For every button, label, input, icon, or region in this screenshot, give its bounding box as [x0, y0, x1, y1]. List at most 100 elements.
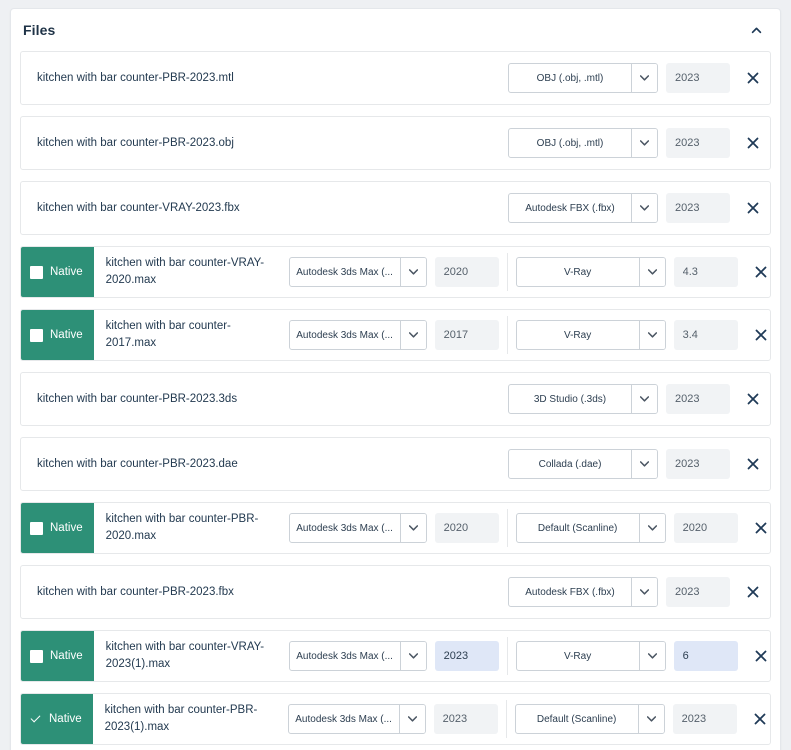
- row-spacer: [378, 182, 508, 234]
- format-year-input[interactable]: [666, 128, 731, 158]
- checkbox-icon: [30, 521, 43, 535]
- application-year-input[interactable]: [434, 641, 499, 671]
- renderer-select[interactable]: V-Ray: [515, 641, 666, 671]
- format-year-input[interactable]: [666, 63, 730, 93]
- file-name: kitchen with bar counter-VRAY-2023(1).ma…: [94, 631, 289, 681]
- renderer-select-value: Default (Scanline): [537, 522, 618, 534]
- file-row: kitchen with bar counter-PBR-2023.obj OBJ…: [20, 116, 771, 170]
- row-spacer: [377, 438, 508, 490]
- caret-down-icon[interactable]: [398, 705, 425, 733]
- remove-file-button[interactable]: [744, 247, 770, 297]
- native-toggle[interactable]: Native: [21, 631, 94, 681]
- file-name: kitchen with bar counter-VRAY-2023.fbx: [21, 182, 378, 234]
- format-select[interactable]: OBJ (.obj, .mtl): [508, 63, 658, 93]
- close-icon: [747, 458, 759, 470]
- native-label: Native: [50, 266, 83, 278]
- caret-down-icon[interactable]: [638, 514, 665, 542]
- remove-file-button[interactable]: [744, 503, 770, 553]
- file-name-text: kitchen with bar counter-PBR-2023.fbx: [37, 585, 234, 598]
- caret-down-icon[interactable]: [631, 450, 658, 478]
- remove-file-button[interactable]: [736, 373, 770, 425]
- format-select[interactable]: Collada (.dae): [508, 449, 659, 479]
- application-year-input[interactable]: [433, 704, 498, 734]
- format-select[interactable]: Autodesk FBX (.fbx): [508, 577, 659, 607]
- file-name: kitchen with bar counter-PBR-2023.obj: [21, 117, 375, 169]
- application-select[interactable]: Autodesk 3ds Max (...: [287, 704, 426, 734]
- remove-file-button[interactable]: [736, 52, 770, 104]
- application-select[interactable]: Autodesk 3ds Max (...: [288, 257, 427, 287]
- check-icon: [30, 714, 42, 725]
- row-spacer: [375, 52, 508, 104]
- renderer-version-input[interactable]: [673, 257, 738, 287]
- caret-down-icon[interactable]: [399, 642, 426, 670]
- format-select[interactable]: OBJ (.obj, .mtl): [508, 128, 659, 158]
- format-select-value: Autodesk FBX (.fbx): [525, 202, 615, 214]
- format-year-input[interactable]: [666, 577, 731, 607]
- native-toggle[interactable]: Native: [21, 503, 94, 553]
- application-field-group: Autodesk 3ds Max (...: [287, 694, 504, 744]
- caret-down-icon[interactable]: [631, 194, 658, 222]
- caret-down-icon[interactable]: [631, 578, 658, 606]
- native-toggle[interactable]: Native: [21, 247, 94, 297]
- file-name: kitchen with bar counter-PBR-2023.mtl: [21, 52, 375, 104]
- application-select-value: Autodesk 3ds Max (...: [296, 329, 393, 341]
- remove-file-button[interactable]: [736, 438, 770, 490]
- format-year-input[interactable]: [666, 384, 731, 414]
- file-row: kitchen with bar counter-VRAY-2023.fbx Au…: [20, 181, 771, 235]
- application-field-group: Autodesk 3ds Max (...: [288, 247, 505, 297]
- application-select[interactable]: Autodesk 3ds Max (...: [288, 641, 427, 671]
- caret-down-icon[interactable]: [399, 258, 426, 286]
- renderer-select[interactable]: V-Ray: [515, 320, 666, 350]
- caret-down-icon[interactable]: [638, 258, 665, 286]
- format-field-group: 3D Studio (.3ds): [508, 373, 736, 425]
- file-name: kitchen with bar counter-2017.max: [94, 310, 289, 360]
- application-field-group: Autodesk 3ds Max (...: [288, 310, 505, 360]
- remove-file-button[interactable]: [743, 694, 770, 744]
- format-select-value: Autodesk FBX (.fbx): [525, 586, 615, 598]
- native-toggle[interactable]: Native: [21, 310, 94, 360]
- application-select[interactable]: Autodesk 3ds Max (...: [288, 513, 427, 543]
- format-select[interactable]: 3D Studio (.3ds): [508, 384, 659, 414]
- application-year-input[interactable]: [434, 320, 499, 350]
- caret-down-icon[interactable]: [638, 321, 665, 349]
- caret-down-icon[interactable]: [631, 129, 658, 157]
- application-year-input[interactable]: [434, 257, 499, 287]
- renderer-select-value: V-Ray: [563, 266, 592, 278]
- caret-down-icon[interactable]: [638, 642, 665, 670]
- remove-file-button[interactable]: [736, 117, 770, 169]
- renderer-version-input[interactable]: [673, 513, 738, 543]
- native-toggle[interactable]: Native: [21, 694, 93, 744]
- caret-down-icon[interactable]: [637, 705, 664, 733]
- caret-down-icon[interactable]: [631, 385, 658, 413]
- format-field-group: OBJ (.obj, .mtl): [508, 117, 736, 169]
- collapse-section-button[interactable]: [744, 18, 768, 42]
- renderer-select[interactable]: Default (Scanline): [515, 513, 666, 543]
- files-card: Files kitchen with bar counter-PBR-2023.…: [10, 8, 781, 750]
- remove-file-button[interactable]: [736, 566, 770, 618]
- remove-file-button[interactable]: [736, 182, 770, 234]
- renderer-select[interactable]: V-Ray: [515, 257, 666, 287]
- remove-file-button[interactable]: [744, 631, 770, 681]
- application-year-input[interactable]: [434, 513, 499, 543]
- file-name-text: kitchen with bar counter-VRAY-2023(1).ma…: [105, 641, 265, 670]
- format-year-input[interactable]: [666, 449, 731, 479]
- renderer-version-input[interactable]: [672, 704, 737, 734]
- format-year-input[interactable]: [666, 193, 731, 223]
- caret-down-icon[interactable]: [631, 64, 657, 92]
- file-row: Native kitchen with bar counter-2017.max A…: [20, 309, 771, 361]
- application-select[interactable]: Autodesk 3ds Max (...: [288, 320, 427, 350]
- renderer-select[interactable]: Default (Scanline): [514, 704, 665, 734]
- renderer-version-input[interactable]: [673, 320, 738, 350]
- checkbox-icon: [30, 328, 43, 342]
- caret-down-icon[interactable]: [399, 321, 426, 349]
- file-row: kitchen with bar counter-PBR-2023.mtl OBJ…: [20, 51, 771, 105]
- caret-down-icon[interactable]: [399, 514, 426, 542]
- remove-file-button[interactable]: [744, 310, 770, 360]
- application-field-group: Autodesk 3ds Max (...: [288, 631, 505, 681]
- renderer-version-input[interactable]: [673, 641, 738, 671]
- close-icon: [747, 72, 759, 84]
- file-name-text: kitchen with bar counter-PBR-2023.obj: [37, 136, 234, 149]
- file-name: kitchen with bar counter-PBR-2023.3ds: [21, 373, 377, 425]
- file-row: kitchen with bar counter-PBR-2023.3ds 3D …: [20, 372, 771, 426]
- format-select[interactable]: Autodesk FBX (.fbx): [508, 193, 659, 223]
